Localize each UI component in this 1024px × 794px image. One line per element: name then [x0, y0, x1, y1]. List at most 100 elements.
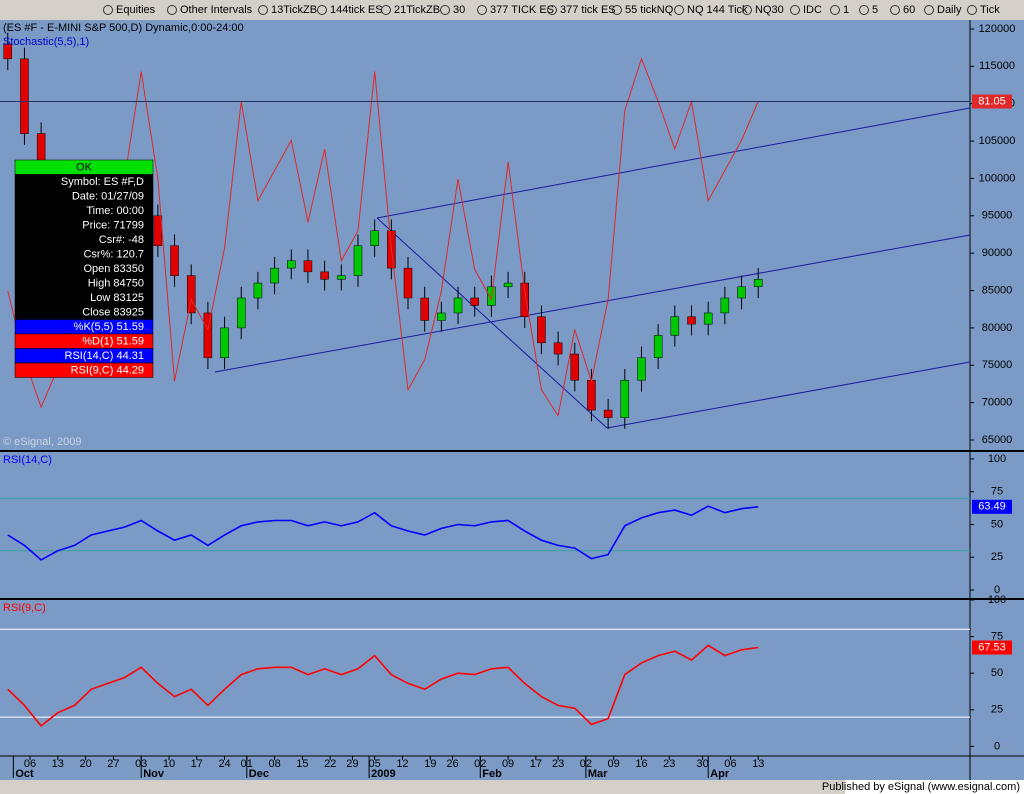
candle-body — [653, 335, 663, 359]
y-tick-label: 25 — [991, 551, 1003, 563]
candle-body — [370, 230, 379, 246]
x-tick-label: 06 — [24, 758, 36, 770]
toolbar-button[interactable]: Equities — [116, 4, 156, 16]
panel-title: (ES #F - E-MINI S&P 500,D) Dynamic,0:00-… — [3, 22, 244, 34]
toolbar-icon — [890, 5, 900, 15]
toolbar-button[interactable]: 60 — [903, 4, 915, 16]
trendline — [376, 107, 971, 219]
candle-body — [670, 316, 680, 336]
panel-title: RSI(14,C) — [3, 454, 52, 466]
data-window-text: Csr#: -48 — [99, 234, 144, 246]
toolbar-button[interactable]: 55 tickNQ — [625, 4, 674, 16]
candle-body — [170, 245, 179, 276]
data-window-text: RSI(9,C) 44.29 — [71, 364, 144, 376]
toolbar-button[interactable]: 144tick ES — [330, 4, 383, 16]
toolbar-icon — [381, 5, 391, 15]
y-tick-label: 25 — [991, 704, 1003, 716]
candle-body — [720, 297, 730, 314]
series-line — [7, 57, 759, 417]
candle-body — [503, 282, 513, 288]
data-window-text: High 84750 — [88, 277, 144, 289]
y-tick-label: 85000 — [982, 284, 1013, 296]
toolbar-button[interactable]: 30 — [453, 4, 465, 16]
data-window-text: OK — [76, 161, 93, 173]
candle-body — [403, 267, 413, 299]
candle-body — [353, 245, 363, 276]
data-window-text: Open 83350 — [83, 263, 144, 275]
x-tick-label: 23 — [663, 758, 675, 770]
data-window-text: Low 83125 — [90, 292, 144, 304]
toolbar-icon — [674, 5, 684, 15]
x-tick-label: 13 — [52, 758, 64, 770]
month-label: Nov — [143, 768, 165, 780]
x-tick-label: 08 — [268, 758, 280, 770]
x-tick-label: 27 — [107, 758, 119, 770]
y-tick-label: 50 — [991, 667, 1003, 679]
toolbar-icon — [612, 5, 622, 15]
candle-body — [453, 297, 463, 314]
x-tick-label: 13 — [752, 758, 764, 770]
candle-body — [287, 260, 296, 269]
toolbar-icon — [547, 5, 557, 15]
x-tick-label: 30 — [696, 758, 708, 770]
candle-body — [753, 279, 763, 288]
candle-body — [320, 271, 329, 280]
candle-body — [603, 409, 613, 418]
candle-body — [570, 353, 580, 381]
candle-body — [437, 312, 446, 321]
toolbar-button[interactable]: 5 — [872, 4, 878, 16]
y-tick-label: 105000 — [979, 135, 1016, 147]
candle-body — [703, 312, 713, 325]
y-tick-label: 65000 — [982, 434, 1013, 446]
toolbar-icon — [440, 5, 450, 15]
toolbar — [0, 0, 1024, 20]
x-tick-label: 09 — [608, 758, 620, 770]
candle-body — [537, 316, 546, 344]
toolbar-button[interactable]: NQ30 — [755, 4, 784, 16]
candle-body — [220, 327, 229, 359]
x-tick-label: 19 — [424, 758, 436, 770]
last-value-label: 63.49 — [978, 501, 1006, 513]
data-window-text: %K(5,5) 51.59 — [74, 321, 144, 333]
candle-body — [253, 282, 263, 299]
toolbar-button[interactable]: 377 tick ES — [560, 4, 616, 16]
candle-body — [303, 260, 313, 273]
x-tick-label: 29 — [346, 758, 358, 770]
y-tick-label: 100 — [988, 453, 1006, 465]
toolbar-button[interactable]: 13TickZB — [271, 4, 317, 16]
toolbar-button[interactable]: Tick — [980, 4, 1000, 16]
toolbar-icon — [790, 5, 800, 15]
candle-body — [637, 357, 646, 381]
month-label: Dec — [249, 768, 269, 780]
watermark: © eSignal, 2009 — [3, 436, 81, 448]
x-tick-label: 09 — [502, 758, 514, 770]
y-tick-label: 100 — [988, 594, 1006, 606]
toolbar-button[interactable]: 21TickZB — [394, 4, 440, 16]
candle-body — [553, 342, 563, 355]
y-tick-label: 50 — [991, 518, 1003, 530]
toolbar-button[interactable]: NQ 144 Tick — [687, 4, 748, 16]
trendline — [376, 217, 608, 429]
toolbar-button[interactable]: 377 TICK ES — [490, 4, 554, 16]
x-tick-label: 16 — [635, 758, 647, 770]
last-value-tag — [972, 94, 1012, 109]
trendlines — [214, 107, 971, 429]
candle-body — [186, 275, 196, 314]
last-value-tag — [972, 640, 1012, 655]
toolbar-button[interactable]: Other Intervals — [180, 4, 253, 16]
candle-body — [203, 312, 213, 359]
candle-body — [153, 215, 163, 246]
y-tick-label: 75 — [991, 486, 1003, 498]
toolbar-button[interactable]: 1 — [843, 4, 849, 16]
toolbar-icon — [103, 5, 113, 15]
series-line — [7, 644, 759, 728]
data-window-text: Price: 71799 — [82, 219, 144, 231]
legend-entry: Stochastic(5,5),1) — [3, 36, 89, 48]
toolbar-button[interactable]: IDC — [803, 4, 822, 16]
toolbar-icon — [477, 5, 487, 15]
toolbar-button[interactable]: Daily — [937, 4, 962, 16]
candle-body — [470, 297, 479, 306]
y-tick-label: 0 — [994, 740, 1000, 752]
